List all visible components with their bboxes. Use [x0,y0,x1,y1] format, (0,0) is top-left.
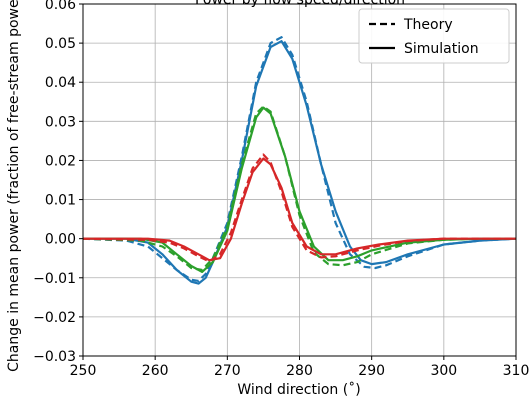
x-tick-label: 270 [214,363,241,379]
series-line-6-dashed [82,153,516,263]
series-line-3-solid [83,106,516,273]
x-tick-label: 310 [503,363,530,379]
x-tick-label: 250 [70,363,97,379]
series-line-4-dashed [82,105,516,272]
x-axis-label: Wind direction (˚) [237,381,360,398]
series-line-1-solid [83,40,517,285]
x-tick-label: 300 [430,363,457,379]
legend-box [358,8,510,64]
y-tick-label: 0.06 [45,0,76,13]
y-axis-label: Change in mean power (fraction of free-s… [6,0,22,372]
legend-theory-label: Theory [403,17,453,33]
legend: Theory Simulation [358,8,510,64]
y-tick-label: 0.03 [45,114,76,130]
series-line-2-dashed [82,36,517,282]
y-tick-label: 0.05 [45,36,76,52]
x-axis-ticks: 250 260 270 280 290 300 310 [70,356,530,379]
legend-simulation-label: Simulation [404,41,479,57]
y-tick-label: −0.02 [33,310,76,326]
x-tick-label: 260 [142,363,169,379]
y-tick-label: −0.01 [33,271,76,287]
series-layer [82,36,517,285]
y-tick-label: −0.03 [33,349,76,365]
y-tick-label: 0.01 [45,193,76,209]
x-tick-label: 290 [358,363,385,379]
y-axis-ticks: −0.03 −0.02 −0.01 0.00 0.01 0.02 0.03 0.04 0.05 0… [33,0,83,365]
y-tick-label: 0.02 [45,153,76,169]
y-tick-label: 0.04 [45,75,76,91]
x-tick-label: 280 [286,363,313,379]
y-tick-label: 0.00 [45,232,76,248]
